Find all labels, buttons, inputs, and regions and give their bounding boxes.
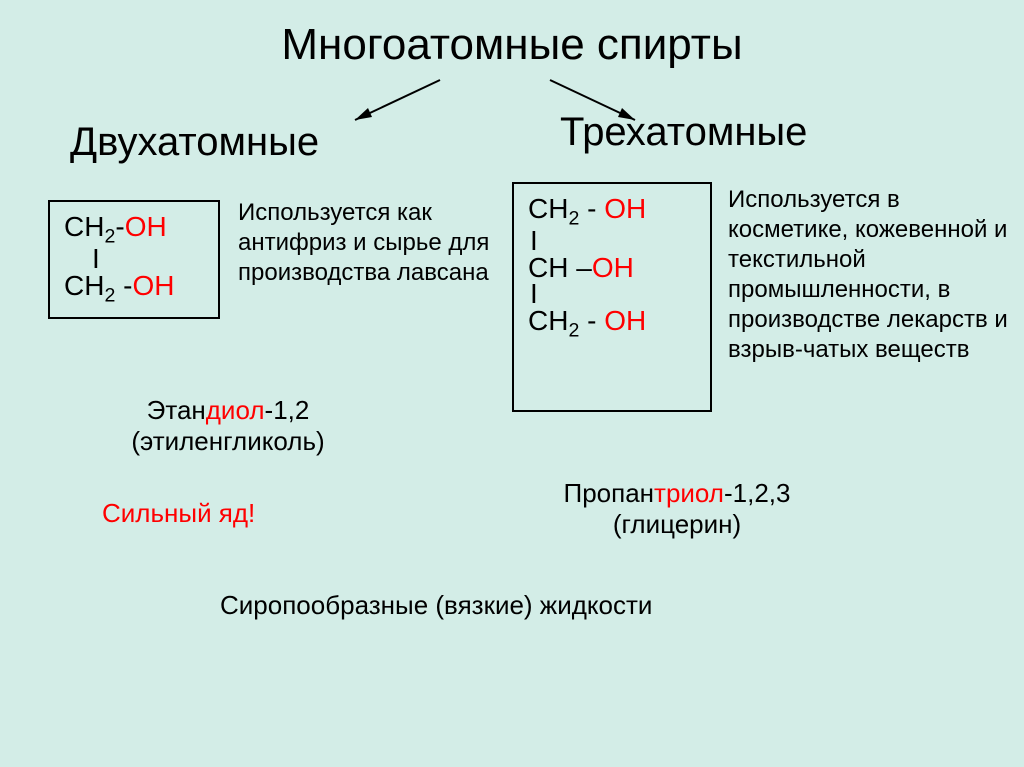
formula-line: CH2 - OH (528, 194, 696, 230)
name-text: -1,2,3 (724, 478, 791, 508)
subtitle-triatomic: Трехатомные (560, 110, 807, 155)
compound-name-right: Пропантриол-1,2,3 (глицерин) (522, 478, 832, 540)
formula-subscript: 2 (568, 208, 579, 230)
name-highlight: диол (206, 395, 265, 425)
description-right: Используется в косметике, кожевенной и т… (728, 185, 1008, 365)
formula-subscript: 2 (104, 226, 115, 248)
formula-text: CH (528, 305, 568, 336)
formula-oh: OH (132, 270, 174, 301)
name-paren: (глицерин) (613, 509, 741, 539)
formula-bond: I (64, 248, 204, 270)
subtitle-diatomic: Двухатомные (70, 120, 319, 165)
formula-subscript: 2 (568, 319, 579, 341)
formula-text: - (115, 270, 132, 301)
formula-text: CH (528, 193, 568, 224)
formula-subscript: 2 (104, 284, 115, 306)
formula-oh: OH (604, 193, 646, 224)
formula-oh: OH (604, 305, 646, 336)
formula-text: - (579, 193, 604, 224)
name-highlight: триол (654, 478, 724, 508)
formula-text: - (579, 305, 604, 336)
formula-ethylene-glycol: CH2-OH I CH2 -OH (48, 200, 220, 319)
name-text: Пропан (564, 478, 655, 508)
formula-bond: I (528, 283, 696, 305)
name-text: Этан (147, 395, 206, 425)
arrow-left-icon (340, 75, 450, 130)
formula-bond: I (528, 230, 696, 252)
formula-text: CH (64, 211, 104, 242)
formula-line: CH2-OH (64, 212, 204, 248)
formula-text: CH (64, 270, 104, 301)
description-left: Используется как антифриз и сырье для пр… (238, 198, 493, 288)
formula-glycerin: CH2 - OH I CH –OH I CH2 - OH (512, 182, 712, 412)
slide-title: Многоатомные спирты (0, 20, 1024, 70)
formula-line: CH2 - OH (528, 306, 696, 342)
formula-text: - (115, 211, 124, 242)
formula-text: – (576, 252, 592, 283)
name-paren: (этиленгликоль) (131, 426, 324, 456)
formula-oh: OH (125, 211, 167, 242)
name-text: -1,2 (265, 395, 310, 425)
compound-name-left: Этандиол-1,2 (этиленгликоль) (78, 395, 378, 457)
formula-line: CH2 -OH (64, 271, 204, 307)
bottom-note: Сиропообразные (вязкие) жидкости (220, 590, 652, 621)
formula-line: CH –OH (528, 253, 696, 284)
warning-text: Сильный яд! (102, 498, 255, 529)
formula-oh: OH (592, 252, 634, 283)
